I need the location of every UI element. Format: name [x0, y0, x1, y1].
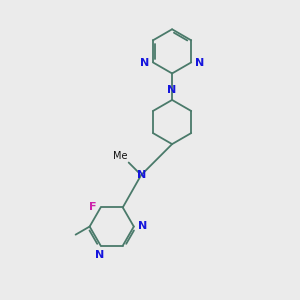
- Text: F: F: [89, 202, 96, 212]
- Text: N: N: [136, 170, 146, 180]
- Text: N: N: [167, 85, 177, 95]
- Text: N: N: [140, 58, 149, 68]
- Text: N: N: [195, 58, 204, 68]
- Text: N: N: [138, 221, 147, 231]
- Text: Me: Me: [113, 151, 127, 161]
- Text: N: N: [94, 250, 104, 260]
